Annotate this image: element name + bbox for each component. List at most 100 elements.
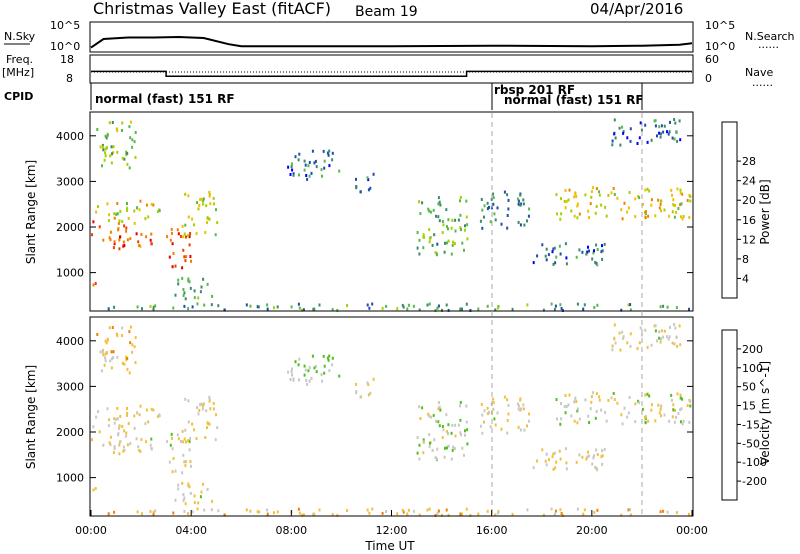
power-cell	[136, 305, 139, 309]
velocity-cell	[650, 408, 653, 412]
power-cell	[479, 219, 482, 223]
velocity-cell	[583, 508, 586, 512]
power-cell	[135, 232, 138, 236]
velocity-cell	[187, 482, 190, 486]
power-cell	[689, 199, 692, 203]
power-cell	[671, 136, 674, 140]
power-cell	[519, 203, 522, 207]
power-cell	[644, 210, 647, 214]
power-cell	[182, 235, 185, 239]
power-cell	[465, 302, 468, 306]
power-cell	[564, 242, 567, 246]
power-cell	[423, 235, 425, 239]
velocity-cell	[560, 402, 562, 406]
power-cell	[212, 202, 215, 206]
velocity-cell	[107, 512, 110, 516]
x-tick-label-6: 00:00	[676, 524, 708, 537]
power-cell	[618, 126, 621, 130]
power-cell	[605, 214, 608, 218]
power-cell	[125, 229, 128, 233]
velocity-cell	[516, 402, 519, 406]
velocity-cell	[658, 411, 661, 415]
power-cell	[183, 291, 186, 295]
power-cell	[326, 151, 329, 155]
power-cell	[481, 208, 484, 212]
power-cell	[183, 304, 186, 308]
velocity-cell	[492, 407, 495, 411]
power-cell	[197, 207, 200, 211]
velocity-cell	[488, 410, 490, 414]
velocity-cell	[331, 356, 334, 360]
velocity-cell	[578, 453, 581, 457]
power-cell	[187, 194, 190, 198]
power-cell	[206, 282, 209, 286]
power-cell	[601, 244, 603, 248]
velocity-cell	[678, 324, 681, 328]
power-cell	[559, 252, 562, 256]
power-cell	[588, 249, 590, 253]
velocity-cell	[204, 436, 207, 439]
power-cell	[532, 261, 535, 265]
velocity-cell	[450, 457, 453, 461]
velocity-cell	[131, 343, 134, 347]
power-cell	[496, 306, 499, 310]
velocity-cell	[584, 398, 587, 402]
velocity-cell	[671, 398, 673, 402]
velocity-cell	[308, 379, 311, 383]
power-cell	[292, 173, 295, 177]
velocity-cell	[689, 404, 692, 408]
velocity-cell	[289, 378, 292, 381]
power-cell	[688, 215, 691, 219]
velocity-cell	[480, 403, 483, 406]
power-cell	[461, 307, 463, 311]
power-cell	[673, 118, 676, 121]
power-cell	[291, 162, 293, 166]
velocity-cell	[568, 393, 571, 397]
velocity-cell	[187, 420, 190, 424]
velocity-cell	[598, 398, 601, 402]
velocity-cell	[644, 328, 647, 332]
velocity-cell	[182, 440, 185, 444]
velocity-cell	[91, 438, 93, 442]
velocity-cell	[102, 353, 105, 357]
power-cell	[644, 216, 647, 220]
velocity-cell	[331, 363, 334, 367]
power-cell	[170, 227, 173, 231]
velocity-cell	[527, 419, 530, 423]
velocity-cell	[176, 433, 179, 437]
power-cell	[620, 308, 623, 312]
power-cell	[644, 188, 647, 192]
velocity-cell	[200, 490, 203, 494]
velocity-cell	[550, 507, 553, 511]
velocity-cell	[489, 425, 492, 429]
velocity-cb-label-4: -15	[742, 418, 760, 431]
velocity-cell	[355, 382, 357, 386]
velocity-cell	[659, 407, 662, 411]
power-cell	[113, 242, 116, 246]
velocity-cell	[466, 442, 469, 446]
velocity-cell	[150, 447, 153, 451]
x-tick-label-2: 08:00	[275, 524, 307, 537]
power-cell	[101, 164, 103, 168]
power-cell	[660, 209, 662, 213]
velocity-cell	[369, 391, 372, 395]
power-cell	[481, 226, 484, 230]
velocity-cell	[193, 428, 196, 432]
power-cell	[108, 121, 111, 125]
power-cell	[676, 139, 679, 143]
power-cell	[434, 251, 437, 255]
velocity-cell	[582, 512, 585, 516]
power-cell	[488, 205, 490, 209]
velocity-cell	[121, 326, 124, 330]
velocity-cell	[102, 443, 105, 447]
power-cell	[596, 263, 599, 267]
velocity-cell	[113, 447, 116, 451]
power-cell	[516, 197, 519, 201]
power-cell	[111, 121, 114, 124]
power-cb-label-0: 4	[742, 272, 749, 285]
velocity-cell	[436, 457, 438, 461]
velocity-cell	[486, 406, 489, 410]
power-cell	[112, 145, 115, 149]
power-cell	[596, 303, 599, 307]
velocity-cell	[372, 377, 375, 381]
